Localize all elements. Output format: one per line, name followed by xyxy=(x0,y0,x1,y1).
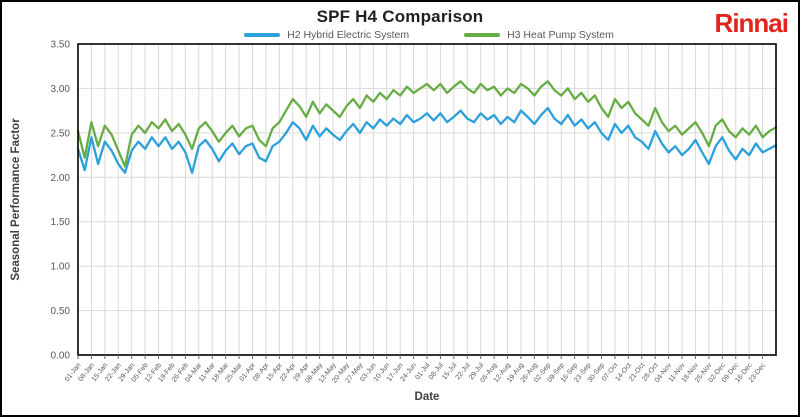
y-axis-label: 3.00 xyxy=(51,84,71,95)
y-axis-label: 3.50 xyxy=(51,40,71,51)
y-axis-label: 1.50 xyxy=(51,217,71,228)
y-axis-labels: 0.00 0.50 1.00 1.50 2.00 2.50 3.00 3.50 xyxy=(51,40,71,362)
rinnai-logo: Rinnai xyxy=(714,8,789,38)
x-axis-tick-marks xyxy=(77,355,764,359)
series-line-h2 xyxy=(76,106,778,174)
y-axis-label: 1.00 xyxy=(51,262,71,273)
h3-line-swatch-icon xyxy=(464,33,501,37)
gridlines xyxy=(78,44,776,355)
legend-label-h3: H3 Heat Pump System xyxy=(507,29,614,41)
legend: H2 Hybrid Electric System H3 Heat Pump S… xyxy=(80,29,778,41)
x-axis-title: Date xyxy=(415,391,440,403)
legend-item-h2: H2 Hybrid Electric System xyxy=(244,29,409,41)
series-line-h3 xyxy=(76,80,778,168)
y-axis-title: Seasonal Performance Factor xyxy=(10,118,22,281)
series-lines xyxy=(76,80,778,174)
legend-label-h2: H2 Hybrid Electric System xyxy=(287,29,410,41)
y-axis-label: 0.00 xyxy=(51,351,71,362)
y-axis-label: 2.50 xyxy=(51,128,71,139)
y-axis-label: 0.50 xyxy=(51,306,71,317)
x-axis-labels: 01-Jan08-Jan15-Jan22-Jan29-Jan05-Feb12-F… xyxy=(64,361,768,384)
chart-title: SPF H4 Comparison xyxy=(316,7,484,26)
h2-line-swatch-icon xyxy=(244,33,281,37)
y-axis-label: 2.00 xyxy=(51,173,71,184)
legend-item-h3: H3 Heat Pump System xyxy=(464,29,614,41)
